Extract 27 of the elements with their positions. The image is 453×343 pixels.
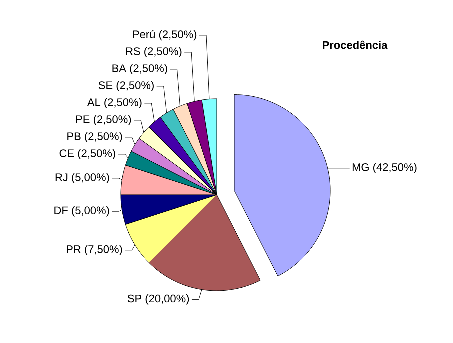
slice-label: AL (87, 98, 101, 106)
slice-label: PR (67, 246, 81, 254)
data-label: (2,50%) (144, 47, 182, 58)
slice-label: RJ (56, 174, 68, 182)
data-label: (42,50%) (373, 163, 417, 174)
slice-label: Perú (133, 30, 155, 38)
data-label: (7,50%) (85, 245, 122, 256)
slice-label: RS (126, 48, 140, 56)
data-label: (2,50%) (159, 30, 197, 41)
slice-label: BA (112, 64, 126, 72)
slice-label: SP (128, 294, 142, 303)
data-label: (2,50%) (78, 149, 116, 160)
slice-label: CE (60, 150, 74, 158)
slice-label: SE (98, 82, 113, 90)
data-label: (2,50%) (130, 64, 168, 75)
slice-label: DF (54, 206, 68, 214)
slice-label: PE (76, 116, 90, 124)
data-label: (2,50%) (104, 98, 142, 109)
data-label: (2,50%) (85, 132, 122, 143)
slice-label: PB (68, 132, 81, 140)
data-label: (2,50%) (116, 81, 154, 92)
text: Procedência (323, 40, 388, 50)
data-label: (2,50%) (94, 115, 132, 126)
data-label: (5,00%) (72, 173, 110, 184)
data-label: (5,00%) (72, 206, 110, 217)
data-label: (20,00%) (146, 294, 190, 305)
slice-label: MG (352, 164, 369, 172)
